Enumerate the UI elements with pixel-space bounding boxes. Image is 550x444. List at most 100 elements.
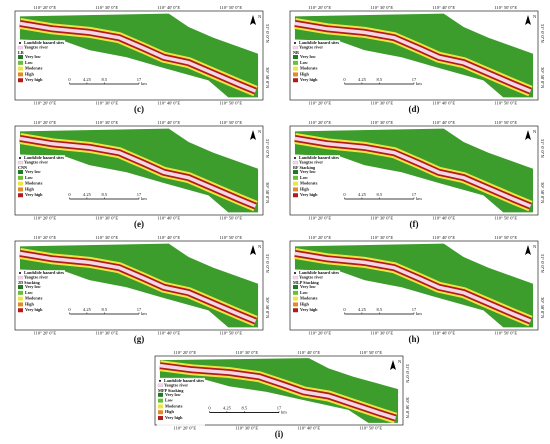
lon-label: 110° 20' 0"E bbox=[33, 216, 56, 221]
scale-label: 4.25 bbox=[83, 77, 92, 82]
panel-label: (c) bbox=[134, 104, 144, 114]
river bbox=[159, 363, 397, 420]
legend-sites: Landslide hazard sites bbox=[24, 40, 64, 45]
lon-label: 110° 30' 0"E bbox=[95, 216, 118, 221]
legend-swatch bbox=[293, 308, 298, 313]
panel-label: (g) bbox=[134, 334, 145, 344]
scale-label: 17 bbox=[137, 77, 142, 82]
legend-site-marker bbox=[159, 379, 161, 382]
scale-unit: km bbox=[416, 81, 422, 86]
legend-swatch bbox=[293, 66, 298, 71]
north-label: N bbox=[533, 14, 537, 19]
river bbox=[19, 21, 257, 93]
panel-label: (i) bbox=[275, 429, 284, 439]
legend-box bbox=[17, 270, 65, 319]
panel: 110° 20' 0"E 110° 20' 0"E 110° 30' 0"E 110°… bbox=[14, 5, 270, 114]
scale-label: 8.5 bbox=[101, 307, 107, 312]
lat-label: 30° 50' 0"N bbox=[265, 67, 270, 89]
scale-label: 0 bbox=[68, 77, 71, 82]
lat-label: 31° 0' 0"N bbox=[265, 24, 270, 44]
legend-river: Yangtze river bbox=[24, 160, 48, 165]
lon-label: 110° 50' 0"E bbox=[219, 120, 242, 125]
scale-label: 17 bbox=[412, 77, 417, 82]
scale-label: 17 bbox=[277, 406, 282, 411]
legend-swatch bbox=[18, 72, 23, 77]
legend-river: Yangtze river bbox=[299, 275, 323, 280]
lon-label: 110° 40' 0"E bbox=[297, 350, 320, 355]
legend-swatch bbox=[293, 302, 298, 307]
scale-unit: km bbox=[141, 311, 147, 316]
lon-label: 110° 30' 0"E bbox=[370, 120, 393, 125]
legend-box bbox=[157, 377, 205, 426]
legend-swatch bbox=[18, 170, 23, 175]
legend-river: Yangtze river bbox=[299, 160, 323, 165]
legend-model: CNN bbox=[18, 165, 27, 170]
legend-class: High bbox=[25, 186, 35, 191]
legend-class: Low bbox=[25, 290, 33, 295]
legend-river: Yangtze river bbox=[164, 382, 188, 387]
legend-site-marker bbox=[294, 42, 296, 45]
legend-swatch bbox=[18, 296, 23, 301]
legend-swatch bbox=[18, 302, 23, 307]
legend-class: Very high bbox=[300, 307, 318, 312]
legend-river: Yangtze river bbox=[24, 275, 48, 280]
legend-river: Yangtze river bbox=[299, 45, 323, 50]
lon-label: 110° 40' 0"E bbox=[157, 5, 180, 10]
lat-label: 31° 0' 0"N bbox=[540, 24, 545, 44]
lon-label: 110° 40' 0"E bbox=[157, 120, 180, 125]
legend-swatch bbox=[18, 181, 23, 186]
legend-class: Moderate bbox=[300, 296, 318, 301]
legend-model: NB bbox=[293, 50, 299, 55]
lon-label: 110° 30' 0"E bbox=[235, 426, 258, 431]
legend-class: Very high bbox=[165, 415, 183, 420]
legend-swatch bbox=[158, 392, 163, 397]
lon-label: 110° 40' 0"E bbox=[157, 101, 180, 106]
legend-box bbox=[292, 155, 340, 204]
lon-label: 110° 40' 0"E bbox=[157, 216, 180, 221]
lon-label: 110° 30' 0"E bbox=[95, 331, 118, 336]
legend-class: Very high bbox=[300, 77, 318, 82]
legend-swatch bbox=[293, 78, 298, 83]
lon-label: 110° 40' 0"E bbox=[432, 235, 455, 240]
north-label: N bbox=[533, 129, 537, 134]
legend-class: High bbox=[300, 71, 310, 76]
legend-swatch bbox=[18, 55, 23, 60]
legend-swatch bbox=[18, 290, 23, 295]
lat-label: 31° 0' 0"N bbox=[540, 254, 545, 274]
legend-sites: Landslide hazard sites bbox=[299, 155, 339, 160]
panel: 110° 20' 0"E 110° 20' 0"E 110° 30' 0"E 110°… bbox=[14, 120, 270, 229]
lon-label: 110° 20' 0"E bbox=[173, 426, 196, 431]
scale-label: 8.5 bbox=[376, 192, 382, 197]
legend-swatch bbox=[18, 66, 23, 71]
legend-river-swatch bbox=[157, 383, 164, 387]
panel-label: (f) bbox=[410, 219, 419, 229]
lon-label: 110° 20' 0"E bbox=[33, 101, 56, 106]
legend-model: 2D Stacking bbox=[18, 280, 41, 285]
scale-label: 0 bbox=[68, 307, 71, 312]
legend-swatch bbox=[158, 398, 163, 403]
lon-label: 110° 40' 0"E bbox=[157, 235, 180, 240]
legend-class: Low bbox=[25, 60, 33, 65]
north-arrow bbox=[390, 360, 396, 370]
legend-site-marker bbox=[294, 157, 296, 160]
scale-label: 17 bbox=[412, 192, 417, 197]
legend-site-marker bbox=[19, 157, 21, 160]
lon-label: 110° 50' 0"E bbox=[359, 426, 382, 431]
lat-label: 30° 50' 0"N bbox=[405, 397, 410, 419]
scale-label: 0 bbox=[208, 406, 211, 411]
panel: 110° 20' 0"E 110° 20' 0"E 110° 30' 0"E 110°… bbox=[289, 235, 545, 344]
legend-class: High bbox=[25, 301, 35, 306]
lon-label: 110° 30' 0"E bbox=[235, 350, 258, 355]
scale-label: 4.25 bbox=[358, 192, 367, 197]
legend-swatch bbox=[293, 60, 298, 65]
legend-model: LR bbox=[18, 50, 25, 55]
lon-label: 110° 20' 0"E bbox=[173, 350, 196, 355]
lon-label: 110° 30' 0"E bbox=[370, 216, 393, 221]
legend-swatch bbox=[293, 290, 298, 295]
lon-label: 110° 30' 0"E bbox=[95, 5, 118, 10]
legend-swatch bbox=[18, 285, 23, 290]
legend-class: Very high bbox=[25, 77, 43, 82]
lon-label: 110° 30' 0"E bbox=[370, 235, 393, 240]
north-label: N bbox=[258, 14, 262, 19]
